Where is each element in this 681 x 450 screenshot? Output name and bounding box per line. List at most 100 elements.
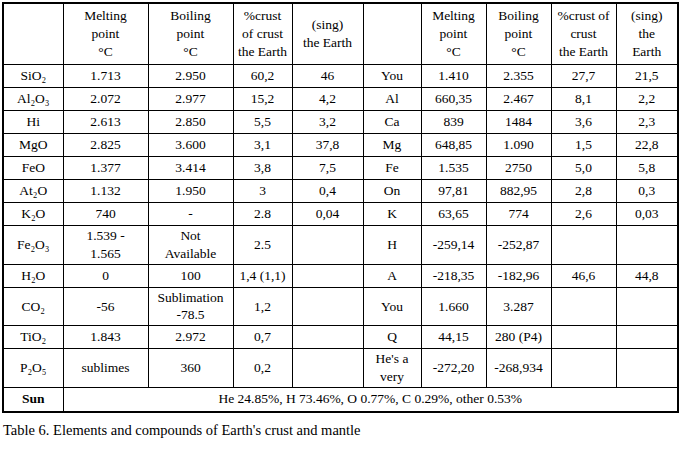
row-label-left: Hi xyxy=(3,111,63,134)
row-label-right: Mg xyxy=(363,134,421,157)
cell-boiling-left: 100 xyxy=(148,264,233,287)
page: Melting point °C Boiling point °C %crust… xyxy=(0,0,681,450)
cell-melting-right: 839 xyxy=(421,111,486,134)
header-blank-left xyxy=(3,3,63,65)
cell-melting-left: 1.539 - 1.565 xyxy=(63,226,148,265)
table-row: K₂O740-2.80,04K63,657742,60,03 xyxy=(3,203,678,226)
table-row: At₂O1.1321.95030,4On97,81882,952,80,3 xyxy=(3,180,678,203)
cell-sing-left: 37,8 xyxy=(292,134,363,157)
cell-boiling-right: 1484 xyxy=(486,111,551,134)
cell-sing-left xyxy=(292,287,363,326)
table-row: TiO₂1.8432.9720,7Q44,15280 (P4) xyxy=(3,326,678,349)
cell-crust-left: 0,7 xyxy=(233,326,292,349)
row-label-right: He's a very xyxy=(363,349,421,388)
cell-melting-left: -56 xyxy=(63,287,148,326)
row-label-right: Ca xyxy=(363,111,421,134)
cell-melting-left: 1.713 xyxy=(63,65,148,88)
header-row: Melting point °C Boiling point °C %crust… xyxy=(3,3,678,65)
cell-boiling-left: 2.977 xyxy=(148,88,233,111)
cell-crust-left: 3 xyxy=(233,180,292,203)
cell-crust-right: 2,6 xyxy=(551,203,616,226)
cell-sing-right xyxy=(616,226,678,265)
cell-sing-left xyxy=(292,264,363,287)
elements-table: Melting point °C Boiling point °C %crust… xyxy=(2,2,679,413)
row-label-left: MgO xyxy=(3,134,63,157)
cell-crust-right: 27,7 xyxy=(551,65,616,88)
row-label-left: TiO₂ xyxy=(3,326,63,349)
table-row: Fe₂O₃1.539 - 1.565Not Available2.5H-259,… xyxy=(3,226,678,265)
cell-boiling-right: 882,95 xyxy=(486,180,551,203)
cell-melting-right: 97,81 xyxy=(421,180,486,203)
cell-boiling-right: 280 (P4) xyxy=(486,326,551,349)
cell-boiling-right: 3.287 xyxy=(486,287,551,326)
footer-row: Sun He 24.85%, H 73.46%, O 0.77%, C 0.29… xyxy=(3,387,678,412)
cell-boiling-left: Sublimation -78.5 xyxy=(148,287,233,326)
row-label-left: Al₂O₃ xyxy=(3,88,63,111)
table-row: P₂O₅sublimes3600,2He's a very-272,20-268… xyxy=(3,349,678,388)
cell-sing-right: 21,5 xyxy=(616,65,678,88)
cell-crust-left: 0,2 xyxy=(233,349,292,388)
cell-boiling-left: 2.850 xyxy=(148,111,233,134)
row-label-right: H xyxy=(363,226,421,265)
cell-boiling-right: 2.355 xyxy=(486,65,551,88)
table-caption: Table 6. Elements and compounds of Earth… xyxy=(3,422,681,439)
table-row: MgO2.8253.6003,137,8Mg648,851.0901,522,8 xyxy=(3,134,678,157)
cell-melting-left: 2.072 xyxy=(63,88,148,111)
cell-crust-left: 1,2 xyxy=(233,287,292,326)
cell-crust-right xyxy=(551,287,616,326)
cell-sing-right: 44,8 xyxy=(616,264,678,287)
cell-boiling-left: 360 xyxy=(148,349,233,388)
cell-boiling-right: -268,934 xyxy=(486,349,551,388)
cell-boiling-right: -252,87 xyxy=(486,226,551,265)
table-row: FeO1.3773.4143,87,5Fe1.53527505,05,8 xyxy=(3,157,678,180)
header-sing-earth-right: (sing) the Earth xyxy=(616,3,678,65)
cell-crust-right: 2,8 xyxy=(551,180,616,203)
row-label-right: Fe xyxy=(363,157,421,180)
cell-boiling-left: 2.972 xyxy=(148,326,233,349)
cell-melting-right: 648,85 xyxy=(421,134,486,157)
row-label-left: SiO₂ xyxy=(3,65,63,88)
cell-crust-left: 60,2 xyxy=(233,65,292,88)
row-label-right: Q xyxy=(363,326,421,349)
cell-crust-right xyxy=(551,226,616,265)
cell-melting-left: 1.132 xyxy=(63,180,148,203)
cell-melting-right: -259,14 xyxy=(421,226,486,265)
header-boiling-point-left: Boiling point °C xyxy=(148,3,233,65)
cell-melting-right: -218,35 xyxy=(421,264,486,287)
cell-melting-right: 63,65 xyxy=(421,203,486,226)
table-row: Hi2.6132.8505,53,2Ca83914843,62,3 xyxy=(3,111,678,134)
cell-crust-left: 5,5 xyxy=(233,111,292,134)
cell-sing-left: 0,4 xyxy=(292,180,363,203)
cell-crust-right: 1,5 xyxy=(551,134,616,157)
table-row: CO₂-56Sublimation -78.51,2You1.6603.287 xyxy=(3,287,678,326)
cell-crust-left: 3,1 xyxy=(233,134,292,157)
cell-sing-right: 5,8 xyxy=(616,157,678,180)
cell-crust-right xyxy=(551,326,616,349)
header-melting-point-left: Melting point °C xyxy=(63,3,148,65)
cell-crust-left: 3,8 xyxy=(233,157,292,180)
cell-sing-left: 46 xyxy=(292,65,363,88)
cell-boiling-left: Not Available xyxy=(148,226,233,265)
cell-sing-right: 22,8 xyxy=(616,134,678,157)
cell-boiling-right: -182,96 xyxy=(486,264,551,287)
cell-sing-right xyxy=(616,287,678,326)
cell-crust-left: 15,2 xyxy=(233,88,292,111)
cell-melting-left: 740 xyxy=(63,203,148,226)
footer-composition-text: He 24.85%, H 73.46%, O 0.77%, C 0.29%, o… xyxy=(63,387,678,412)
row-label-right: You xyxy=(363,65,421,88)
header-boiling-point-right: Boiling point °C xyxy=(486,3,551,65)
header-crust-percent-left: %crust of crust the Earth xyxy=(233,3,292,65)
cell-crust-right: 46,6 xyxy=(551,264,616,287)
cell-crust-right: 8,1 xyxy=(551,88,616,111)
cell-boiling-right: 1.090 xyxy=(486,134,551,157)
cell-boiling-left: - xyxy=(148,203,233,226)
cell-crust-right xyxy=(551,349,616,388)
cell-crust-left: 1,4 (1,1) xyxy=(233,264,292,287)
cell-sing-right: 0,3 xyxy=(616,180,678,203)
cell-melting-left: 1.377 xyxy=(63,157,148,180)
row-label-left: CO₂ xyxy=(3,287,63,326)
cell-melting-left: sublimes xyxy=(63,349,148,388)
cell-melting-right: -272,20 xyxy=(421,349,486,388)
cell-sing-right: 2,3 xyxy=(616,111,678,134)
cell-melting-left: 0 xyxy=(63,264,148,287)
